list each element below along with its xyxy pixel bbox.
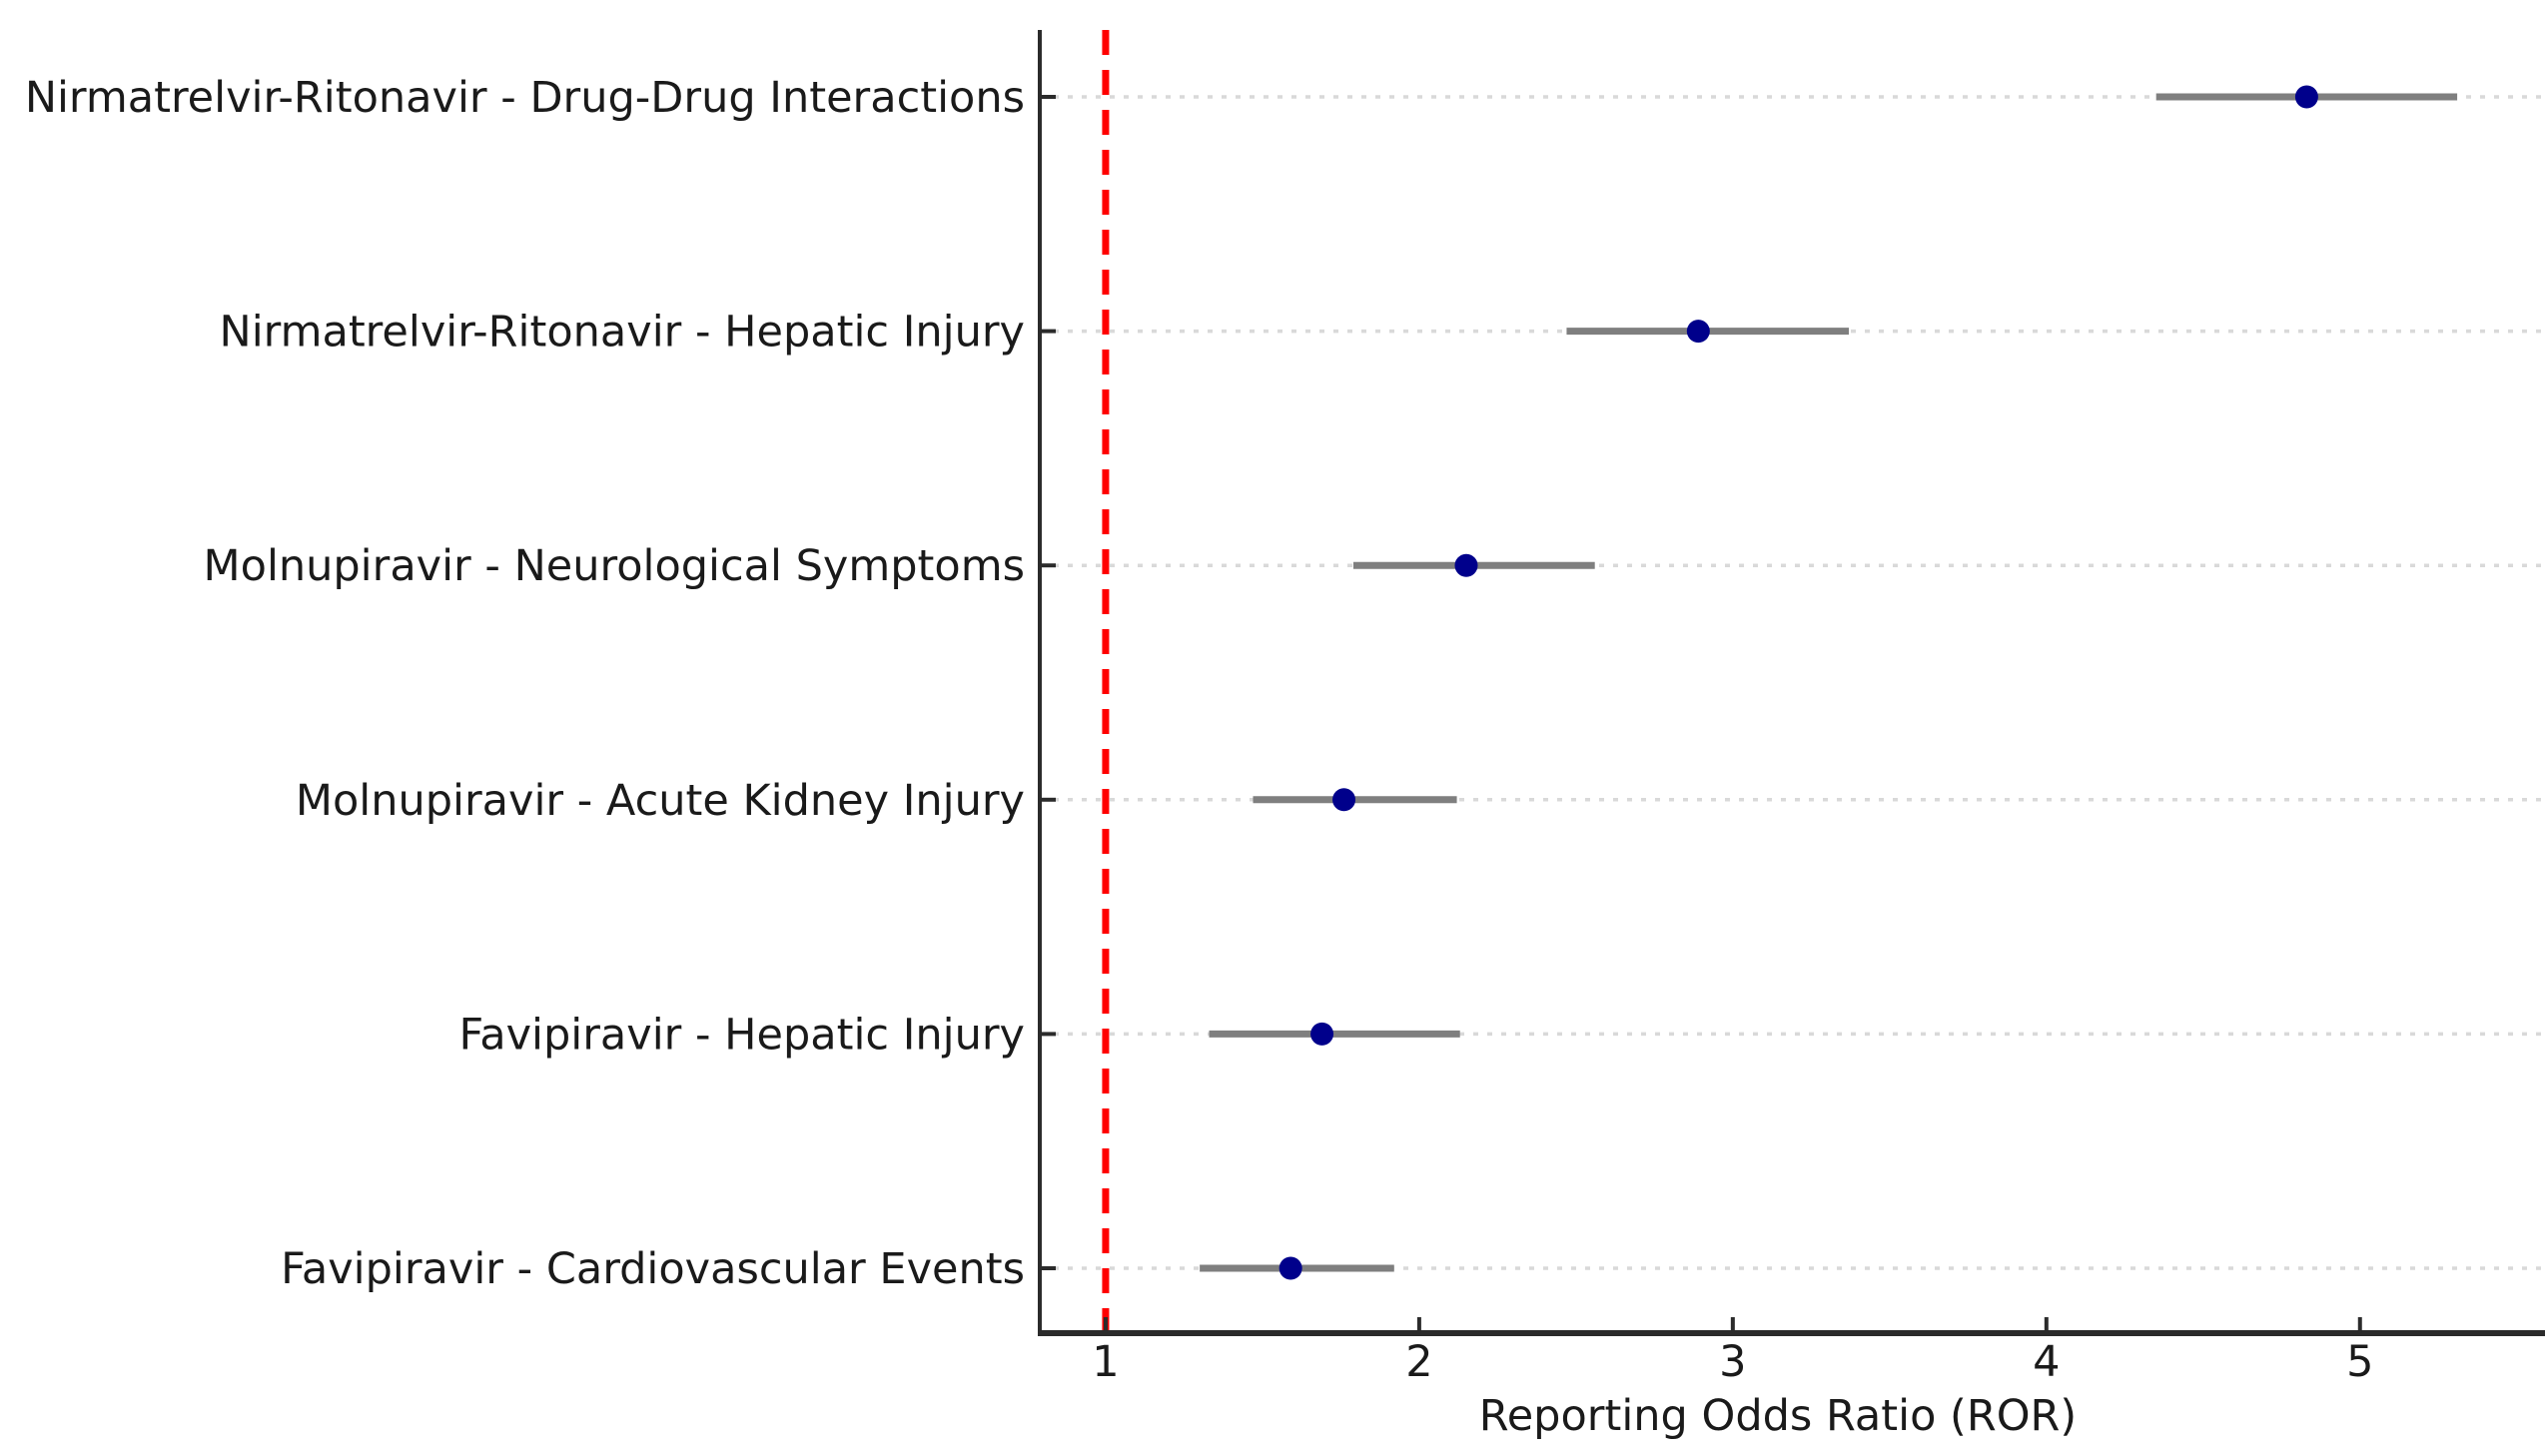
axis-layer [1038, 30, 2545, 1336]
x-axis-title: Reporting Odds Ratio (ROR) [1479, 1391, 2077, 1441]
y-category-label: Nirmatrelvir-Ritonavir - Hepatic Injury [220, 308, 1025, 358]
x-tick-label: 5 [2346, 1337, 2373, 1387]
x-tick-label: 2 [1405, 1337, 1432, 1387]
x-tick-label: 4 [2033, 1337, 2060, 1387]
y-category-label: Favipiravir - Cardiovascular Events [281, 1244, 1025, 1294]
point-marker [2294, 85, 2318, 109]
y-category-label: Favipiravir - Hepatic Injury [458, 1010, 1025, 1060]
grid-layer [1040, 95, 2545, 1270]
point-marker [1278, 1256, 1302, 1280]
y-category-label: Nirmatrelvir-Ritonavir - Drug-Drug Inter… [25, 73, 1025, 123]
x-tick-label: 1 [1092, 1337, 1119, 1387]
x-tick-label: 3 [1719, 1337, 1746, 1387]
point-marker [1332, 788, 1356, 812]
data-layer [1200, 85, 2458, 1280]
y-category-label: Molnupiravir - Acute Kidney Injury [296, 776, 1025, 826]
y-category-label: Molnupiravir - Neurological Symptoms [204, 541, 1025, 591]
label-layer: 1 2 3 4 5 Nirmatrelvir-Ritonavir - Drug-Drug … [25, 73, 2374, 1387]
point-marker [1454, 553, 1478, 577]
point-marker [1310, 1022, 1334, 1046]
point-marker [1686, 320, 1710, 344]
